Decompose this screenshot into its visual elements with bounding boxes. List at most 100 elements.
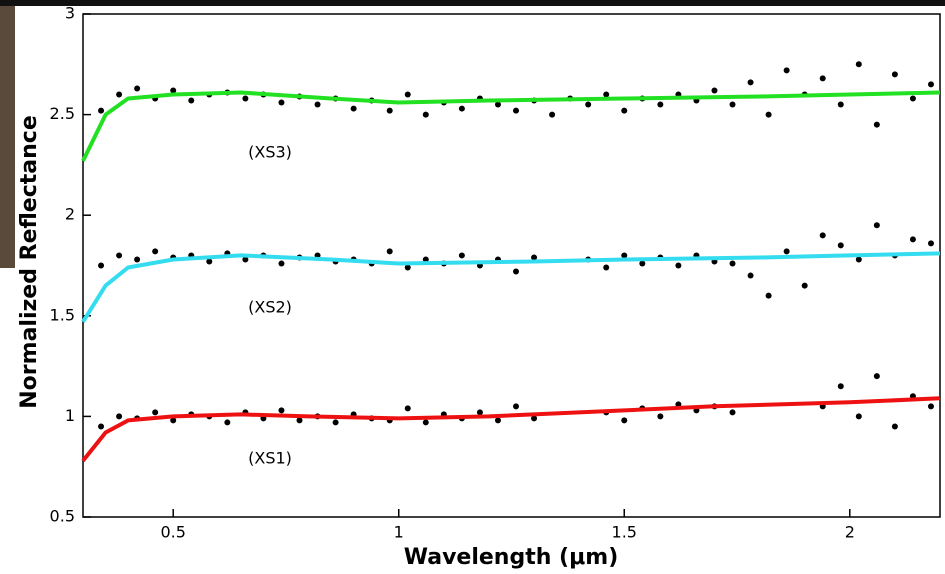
data-point xyxy=(170,87,177,94)
data-point xyxy=(765,111,772,118)
data-point xyxy=(513,107,520,114)
data-point xyxy=(729,409,736,416)
data-point xyxy=(909,95,916,102)
data-point xyxy=(603,264,610,271)
data-point xyxy=(837,383,844,390)
data-point xyxy=(873,373,880,380)
data-point xyxy=(134,85,141,92)
y-tick-label: 1.5 xyxy=(50,305,75,324)
data-point xyxy=(909,236,916,243)
model-line xyxy=(81,90,941,162)
data-point xyxy=(152,248,159,255)
data-point xyxy=(657,413,664,420)
data-point xyxy=(927,403,934,410)
data-point xyxy=(494,101,501,108)
y-tick-label: 2 xyxy=(65,205,75,224)
plot-frame xyxy=(82,13,941,518)
data-point xyxy=(855,256,862,263)
data-point xyxy=(476,409,483,416)
data-point xyxy=(711,87,718,94)
data-point xyxy=(639,260,646,267)
data-point xyxy=(585,101,592,108)
data-point xyxy=(386,107,393,114)
data-point xyxy=(422,111,429,118)
y-tick-label: 0.5 xyxy=(50,507,75,526)
data-point xyxy=(513,403,520,410)
data-point xyxy=(404,91,411,98)
y-tick-label: 3 xyxy=(65,4,75,23)
data-point xyxy=(458,252,465,259)
data-point xyxy=(819,232,826,239)
data-point xyxy=(513,268,520,275)
photo-edge xyxy=(0,0,15,268)
data-point xyxy=(224,419,231,426)
data-point xyxy=(603,91,610,98)
data-point xyxy=(332,419,339,426)
data-point xyxy=(729,101,736,108)
data-point xyxy=(531,415,538,422)
data-point xyxy=(783,67,790,74)
data-point xyxy=(675,262,682,269)
x-tick-label: 1 xyxy=(394,523,404,542)
data-point xyxy=(531,254,538,261)
data-point xyxy=(891,71,898,78)
model-line xyxy=(81,251,941,323)
data-point xyxy=(801,282,808,289)
data-point xyxy=(675,401,682,408)
data-point xyxy=(549,111,556,118)
data-point xyxy=(819,75,826,82)
data-point xyxy=(188,97,195,104)
data-point xyxy=(116,252,123,259)
data-point xyxy=(278,260,285,267)
x-axis-title: Wavelength (μm) xyxy=(404,545,619,570)
data-point xyxy=(494,417,501,424)
data-point xyxy=(927,240,934,247)
data-point xyxy=(855,61,862,68)
annotation: (XS2) xyxy=(248,298,292,317)
data-point xyxy=(837,242,844,249)
data-point xyxy=(170,417,177,424)
data-point xyxy=(206,258,213,265)
annotation: (XS1) xyxy=(248,449,292,468)
top-bar xyxy=(0,0,945,6)
data-point xyxy=(242,256,249,263)
data-point xyxy=(98,107,105,114)
data-point xyxy=(891,423,898,430)
data-point xyxy=(386,248,393,255)
y-tick-label: 2.5 xyxy=(50,104,75,123)
data-point xyxy=(350,105,357,112)
data-point xyxy=(404,405,411,412)
data-point xyxy=(747,272,754,279)
data-point xyxy=(98,262,105,269)
y-axis-title: Normalized Reflectance xyxy=(17,115,42,408)
data-point xyxy=(927,81,934,88)
data-point xyxy=(729,260,736,267)
data-point xyxy=(855,413,862,420)
data-point xyxy=(314,101,321,108)
data-point xyxy=(278,407,285,414)
data-point xyxy=(404,264,411,271)
x-tick-label: 2 xyxy=(845,523,855,542)
data-point xyxy=(116,91,123,98)
annotation: (XS3) xyxy=(248,143,292,162)
data-point xyxy=(873,121,880,128)
data-point xyxy=(783,248,790,255)
data-point xyxy=(152,409,159,416)
data-point xyxy=(422,256,429,263)
data-point xyxy=(134,256,141,263)
model-line xyxy=(81,396,941,462)
data-point xyxy=(278,99,285,106)
data-point xyxy=(116,413,123,420)
data-point xyxy=(747,79,754,86)
x-tick-label: 1.5 xyxy=(612,523,637,542)
data-point xyxy=(765,292,772,299)
data-point xyxy=(296,417,303,424)
data-point xyxy=(98,423,105,430)
data-point xyxy=(837,101,844,108)
data-point xyxy=(242,95,249,102)
data-point xyxy=(458,105,465,112)
data-point xyxy=(621,107,628,114)
data-point xyxy=(621,417,628,424)
data-point xyxy=(873,222,880,229)
